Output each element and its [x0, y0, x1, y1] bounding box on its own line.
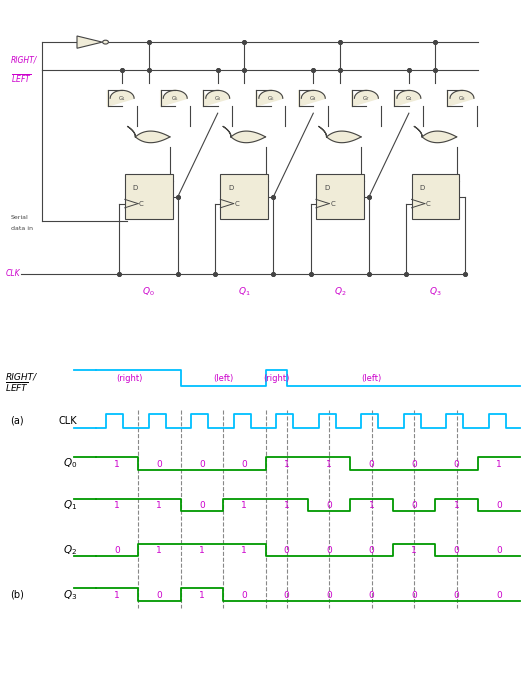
Text: C: C [330, 200, 335, 207]
Text: 0: 0 [114, 546, 119, 555]
Text: 0: 0 [327, 591, 332, 600]
Text: $Q_3$: $Q_3$ [63, 588, 77, 601]
Text: 0: 0 [412, 502, 417, 510]
Text: 1: 1 [157, 546, 162, 555]
Text: 1: 1 [284, 460, 289, 468]
Text: RIGHT/: RIGHT/ [11, 56, 37, 65]
Text: C: C [426, 200, 431, 207]
Text: (b): (b) [11, 590, 24, 600]
Text: 0: 0 [284, 591, 289, 600]
Text: $Q_1$: $Q_1$ [238, 285, 251, 298]
Text: 0: 0 [369, 460, 374, 468]
Text: $\overline{LEFT}$: $\overline{LEFT}$ [11, 73, 31, 85]
Text: 0: 0 [369, 546, 374, 555]
Text: 1: 1 [242, 502, 247, 510]
Text: $Q_2$: $Q_2$ [63, 543, 77, 557]
FancyBboxPatch shape [412, 173, 459, 219]
Text: G₆: G₆ [268, 96, 274, 101]
Text: RIGHT/: RIGHT/ [5, 373, 37, 381]
Text: (left): (left) [213, 374, 233, 383]
Text: 0: 0 [412, 591, 417, 600]
Text: 0: 0 [199, 502, 204, 510]
Text: 0: 0 [242, 460, 247, 468]
Text: 1: 1 [114, 460, 119, 468]
Text: 0: 0 [157, 591, 162, 600]
Text: 0: 0 [284, 546, 289, 555]
Text: 0: 0 [412, 460, 417, 468]
Text: 1: 1 [114, 502, 119, 510]
FancyBboxPatch shape [125, 173, 173, 219]
Polygon shape [394, 90, 421, 106]
Polygon shape [448, 90, 474, 106]
Text: 0: 0 [454, 591, 459, 600]
Text: data in: data in [11, 225, 32, 231]
Text: G₇: G₇ [363, 96, 370, 101]
Text: G₈: G₈ [459, 96, 465, 101]
Text: 1: 1 [412, 546, 417, 555]
Text: 0: 0 [454, 546, 459, 555]
Text: $Q_0$: $Q_0$ [142, 285, 155, 298]
Text: 0: 0 [496, 502, 502, 510]
Polygon shape [352, 90, 378, 106]
Text: C: C [235, 200, 239, 207]
Text: G₄: G₄ [406, 96, 412, 101]
Text: D: D [228, 185, 234, 191]
Text: Serial: Serial [11, 215, 28, 220]
Text: G₅: G₅ [172, 96, 178, 101]
Text: G₂: G₂ [215, 96, 221, 101]
Text: $Q_0$: $Q_0$ [63, 456, 77, 470]
Polygon shape [256, 90, 283, 106]
Polygon shape [414, 126, 457, 142]
Text: G₁: G₁ [119, 96, 125, 101]
Text: (right): (right) [116, 374, 143, 383]
Text: 0: 0 [369, 591, 374, 600]
FancyBboxPatch shape [316, 173, 364, 219]
Text: 0: 0 [496, 591, 502, 600]
Text: CLK: CLK [58, 416, 77, 426]
Text: 1: 1 [199, 591, 204, 600]
Text: 0: 0 [496, 546, 502, 555]
Text: (a): (a) [11, 416, 24, 426]
Text: 0: 0 [157, 460, 162, 468]
Text: G₃: G₃ [310, 96, 316, 101]
Text: $Q_3$: $Q_3$ [429, 285, 442, 298]
Text: 0: 0 [327, 502, 332, 510]
Circle shape [102, 40, 108, 44]
Text: 1: 1 [454, 502, 459, 510]
Text: D: D [419, 185, 425, 191]
Text: 1: 1 [157, 502, 162, 510]
Text: 1: 1 [369, 502, 374, 510]
Text: C: C [139, 200, 144, 207]
Text: 1: 1 [114, 591, 119, 600]
Polygon shape [127, 126, 170, 142]
Text: 1: 1 [199, 546, 204, 555]
FancyBboxPatch shape [220, 173, 268, 219]
Text: 0: 0 [199, 460, 204, 468]
Polygon shape [223, 126, 266, 142]
Polygon shape [298, 90, 325, 106]
Text: CLK: CLK [5, 269, 20, 278]
Polygon shape [203, 90, 230, 106]
Text: 1: 1 [242, 546, 247, 555]
Polygon shape [161, 90, 187, 106]
Text: 1: 1 [284, 502, 289, 510]
Text: 0: 0 [242, 591, 247, 600]
Text: D: D [133, 185, 138, 191]
Text: 0: 0 [454, 460, 459, 468]
Text: 1: 1 [327, 460, 332, 468]
Polygon shape [77, 36, 102, 49]
Text: D: D [324, 185, 329, 191]
Text: $\overline{LEFT}$: $\overline{LEFT}$ [5, 381, 29, 394]
Text: $Q_1$: $Q_1$ [63, 498, 77, 512]
Text: (left): (left) [362, 374, 382, 383]
Text: (right): (right) [263, 374, 289, 383]
Polygon shape [319, 126, 361, 142]
Polygon shape [107, 90, 134, 106]
Text: 1: 1 [496, 460, 502, 468]
Text: 0: 0 [327, 546, 332, 555]
Text: $Q_2$: $Q_2$ [333, 285, 346, 298]
